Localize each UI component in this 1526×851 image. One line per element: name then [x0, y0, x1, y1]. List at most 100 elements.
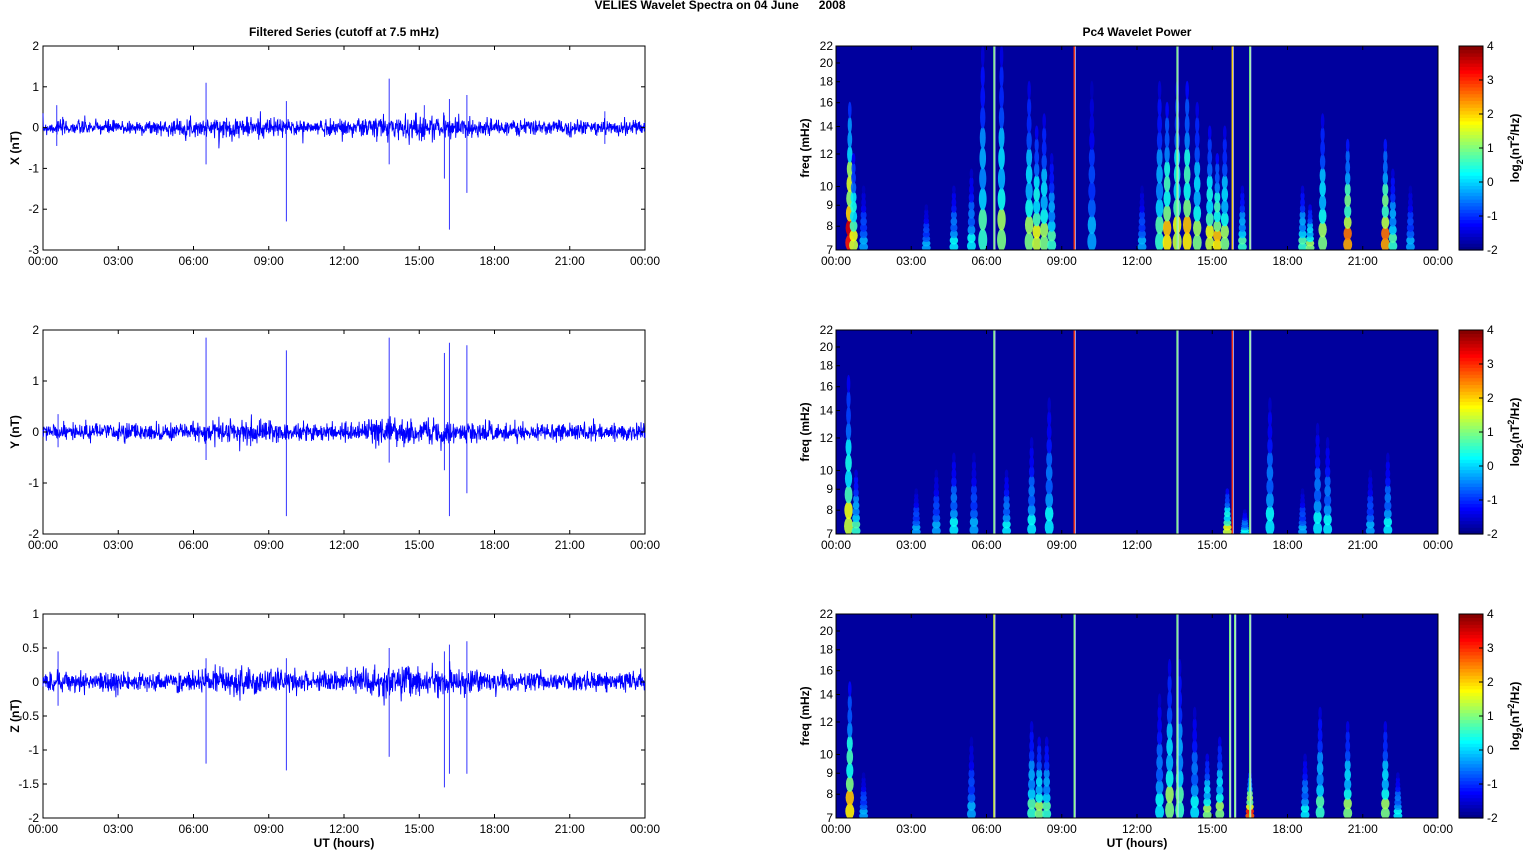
y-tick-label: 0: [32, 121, 39, 135]
spectral-event-segment: [1345, 749, 1351, 762]
spectral-event-segment: [1382, 740, 1388, 752]
spectral-event-segment: [853, 494, 860, 504]
colorbar-segment: [1459, 483, 1483, 487]
spectral-event-segment: [1033, 199, 1041, 214]
spectral-event-segment: [1028, 465, 1035, 478]
spectral-event-segment: [1184, 148, 1191, 167]
spectral-event-segment: [850, 181, 857, 194]
spectral-event-segment: [1395, 776, 1400, 784]
spectral-event-segment: [851, 152, 856, 165]
spectral-event-segment: [1046, 437, 1052, 454]
spectral-event-segment: [1155, 232, 1165, 250]
spectral-event-segment: [1385, 468, 1391, 479]
x-tick-label: 18:00: [1272, 538, 1302, 552]
colorbar-segment: [1459, 357, 1483, 362]
spectral-event-segment: [1216, 776, 1224, 787]
spectral-event-segment: [1343, 215, 1352, 229]
spectral-event-segment: [1045, 478, 1053, 495]
spectral-event: [1380, 720, 1390, 818]
spectral-event-segment: [1027, 523, 1037, 534]
spectral-event-segment: [1035, 776, 1043, 787]
left-column-title: Filtered Series (cutoff at 7.5 mHz): [249, 25, 439, 39]
colorbar-segment: [1459, 56, 1483, 61]
colorbar-segment: [1459, 117, 1483, 122]
colorbar-tick-label: 1: [1487, 425, 1494, 439]
spectral-event-segment: [980, 85, 986, 109]
colorbar-segment: [1459, 154, 1483, 159]
spectral-event-segment: [1028, 484, 1035, 497]
colorbar-segment: [1459, 394, 1483, 399]
spectrogram-background: [836, 330, 1438, 534]
spectral-event-segment: [1026, 131, 1032, 151]
colorbar-segment: [1459, 103, 1483, 108]
spectral-event-segment: [1203, 804, 1212, 813]
y-axis-label: X (nT): [8, 131, 22, 165]
spectral-event-segment: [844, 517, 854, 534]
spectral-event-segment: [1223, 524, 1232, 531]
spectral-event-segment: [1192, 728, 1198, 742]
y-tick-label: 1: [32, 80, 39, 94]
spectral-event-segment: [1194, 145, 1200, 163]
spectral-event: [921, 204, 931, 250]
spectral-event-segment: [1041, 153, 1047, 170]
spectral-event-segment: [912, 519, 921, 527]
spectral-event: [1155, 693, 1165, 818]
spectral-event-segment: [1222, 150, 1228, 165]
colorbar-segment: [1459, 692, 1483, 697]
freq-tick-label: 8: [826, 219, 833, 233]
spectral-event-segment: [1192, 234, 1202, 250]
spectral-event-segment: [1306, 231, 1314, 238]
colorbar-segment: [1459, 811, 1483, 816]
spectral-event-segment: [1381, 788, 1390, 800]
spectral-event-segment: [844, 485, 853, 504]
spectral-event-segment: [1137, 242, 1147, 250]
freq-tick-label: 20: [820, 340, 834, 354]
colorbar-segment: [1459, 226, 1483, 231]
spectral-event-segment: [1344, 768, 1351, 781]
spectral-event-segment: [967, 784, 976, 795]
spectral-event-segment: [1087, 215, 1097, 235]
x-tick-label: 15:00: [404, 538, 434, 552]
spectral-event-segment: [1383, 516, 1393, 527]
spectral-event-segment: [969, 752, 974, 763]
spectral-event-segment: [951, 460, 956, 471]
spectral-event-segment: [913, 501, 919, 509]
spectral-event-segment: [1393, 803, 1402, 811]
spectral-event-segment: [860, 790, 867, 797]
spectral-event-segment: [950, 492, 958, 503]
spectral-event-segment: [1407, 217, 1414, 226]
spectral-event: [1202, 753, 1212, 818]
colorbar-segment: [1459, 756, 1483, 761]
spectral-event-segment: [913, 506, 920, 513]
spectral-event-segment: [1044, 736, 1049, 747]
spectral-event: [911, 488, 921, 534]
spectral-event-segment: [1206, 174, 1213, 190]
spectral-event-segment: [1307, 217, 1313, 225]
colorbar: 4 3 2 1 0 -1 -2 log2(nT2/Hz): [1458, 607, 1525, 825]
colorbar-segment: [1459, 445, 1483, 450]
freq-tick-label: 7: [826, 527, 833, 541]
spectral-event-segment: [845, 789, 854, 806]
colorbar-segment: [1459, 801, 1483, 805]
spectral-event-segment: [967, 792, 976, 803]
spectral-event-segment: [1089, 131, 1095, 151]
colorbar-segment: [1459, 216, 1483, 220]
freq-tick-label: 18: [820, 643, 834, 657]
colorbar-segment: [1459, 367, 1483, 372]
colorbar-segment: [1459, 182, 1483, 186]
colorbar-segment: [1459, 381, 1483, 385]
spectral-event-segment: [852, 507, 860, 516]
spectral-event-segment: [1003, 488, 1010, 497]
spectral-event-segment: [1215, 152, 1220, 165]
spectral-event-segment: [1034, 125, 1039, 140]
spectral-event-segment: [849, 210, 858, 223]
spectral-event-segment: [979, 147, 987, 170]
spectral-event: [1300, 753, 1310, 818]
spectral-event-segment: [1033, 187, 1040, 202]
spectral-event-segment: [1156, 755, 1163, 770]
colorbar-segment: [1459, 161, 1483, 166]
spectral-event-segment: [980, 46, 985, 68]
spectral-event-segment: [847, 681, 852, 697]
colorbar-segment: [1459, 510, 1483, 515]
